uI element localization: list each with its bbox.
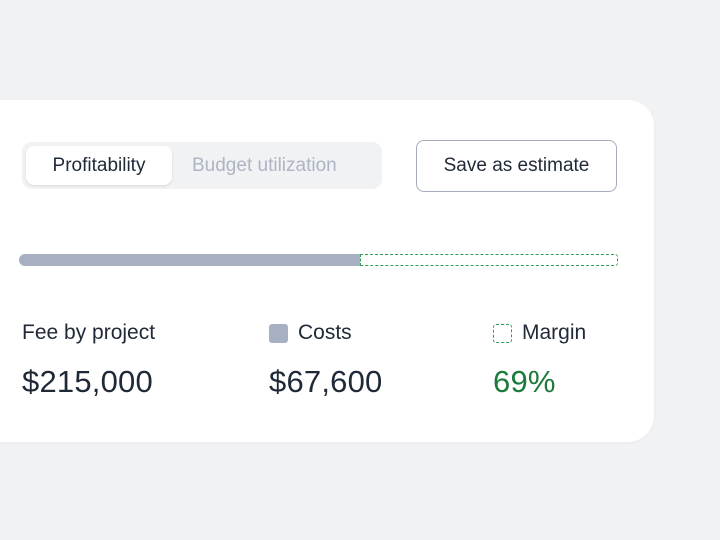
margin-value: 69% xyxy=(493,364,556,399)
margin-label: Margin xyxy=(522,321,587,344)
margin-bar-segment xyxy=(360,254,618,266)
view-toggle: Profitability Budget utilization xyxy=(22,142,382,189)
profitability-bar xyxy=(19,254,618,266)
costs-value: $67,600 xyxy=(269,364,383,399)
fee-stat: Fee by project $215,000 xyxy=(22,320,155,400)
costs-stat: Costs $67,600 xyxy=(269,320,382,400)
save-as-estimate-button[interactable]: Save as estimate xyxy=(416,140,617,192)
margin-legend-swatch xyxy=(493,323,512,343)
costs-bar-segment xyxy=(19,254,360,266)
margin-stat: Margin 69% xyxy=(493,320,586,400)
tab-budget-utilization[interactable]: Budget utilization xyxy=(192,154,337,176)
fee-value: $215,000 xyxy=(22,364,153,399)
fee-label: Fee by project xyxy=(22,321,156,344)
tab-profitability[interactable]: Profitability xyxy=(26,146,172,185)
costs-label: Costs xyxy=(298,321,352,344)
costs-legend-swatch xyxy=(269,323,288,343)
profitability-card: Profitability Budget utilization Save as… xyxy=(0,100,654,442)
